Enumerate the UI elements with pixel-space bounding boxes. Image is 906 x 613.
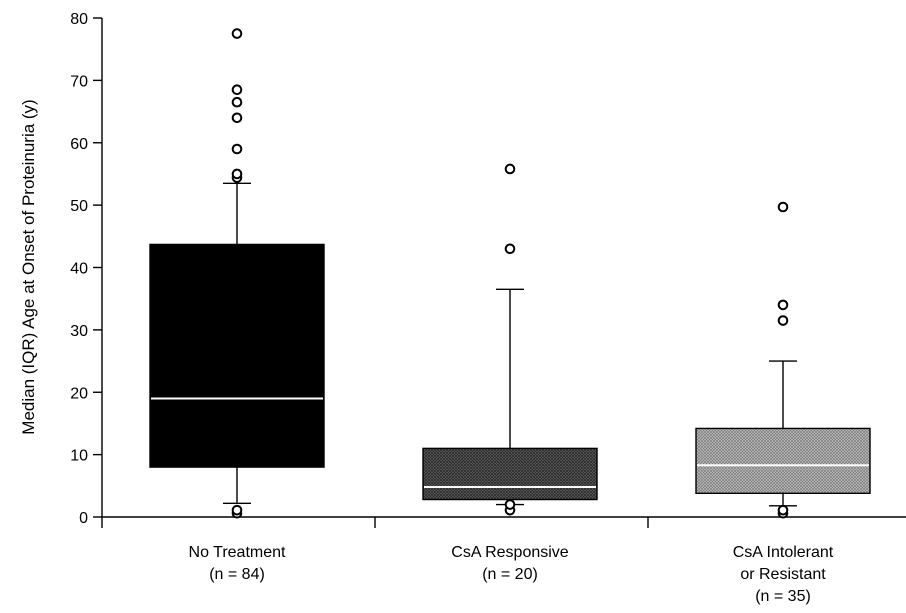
category-label: CsA Intolerant xyxy=(733,544,834,561)
outlier-point xyxy=(233,170,242,179)
y-tick-label: 70 xyxy=(70,73,88,90)
outlier-point xyxy=(506,244,515,253)
outlier-point xyxy=(233,29,242,38)
outlier-point xyxy=(506,500,515,509)
boxes xyxy=(150,29,870,517)
iqr-box xyxy=(150,244,324,467)
y-tick-label: 40 xyxy=(70,261,88,278)
category-label: (n = 20) xyxy=(482,566,538,583)
y-tick-label: 10 xyxy=(70,448,88,465)
category-label: CsA Responsive xyxy=(451,544,568,561)
x-axis xyxy=(102,517,906,528)
outlier-point xyxy=(779,316,788,325)
y-tick-label: 30 xyxy=(70,323,88,340)
outlier-point xyxy=(233,85,242,94)
outlier-point xyxy=(779,301,788,310)
y-tick-label: 50 xyxy=(70,198,88,215)
category-label: No Treatment xyxy=(189,544,286,561)
y-tick-label: 0 xyxy=(79,510,88,527)
category-labels: No Treatment (n = 84) CsA Responsive (n = 2… xyxy=(189,544,834,605)
outlier-point xyxy=(233,145,242,154)
iqr-box xyxy=(696,428,870,493)
outlier-point xyxy=(779,506,788,515)
y-tick-label: 60 xyxy=(70,136,88,153)
category-label: (n = 84) xyxy=(209,566,265,583)
outlier-point xyxy=(233,98,242,107)
category-label: (n = 35) xyxy=(755,588,811,605)
category-label: or Resistant xyxy=(740,566,826,583)
box-group xyxy=(150,29,324,517)
outlier-point xyxy=(506,165,515,174)
y-axis-title: Median (IQR) Age at Onset of Proteinuria… xyxy=(19,99,38,434)
box-group xyxy=(696,203,870,518)
outlier-point xyxy=(779,203,788,212)
y-tick-label: 80 xyxy=(70,11,88,28)
y-tick-label: 20 xyxy=(70,385,88,402)
iqr-box xyxy=(423,448,597,499)
outlier-point xyxy=(233,114,242,123)
outlier-point xyxy=(233,506,242,515)
box-group xyxy=(423,165,597,515)
y-axis: 0 10 20 30 40 50 60 70 80 xyxy=(70,11,102,528)
